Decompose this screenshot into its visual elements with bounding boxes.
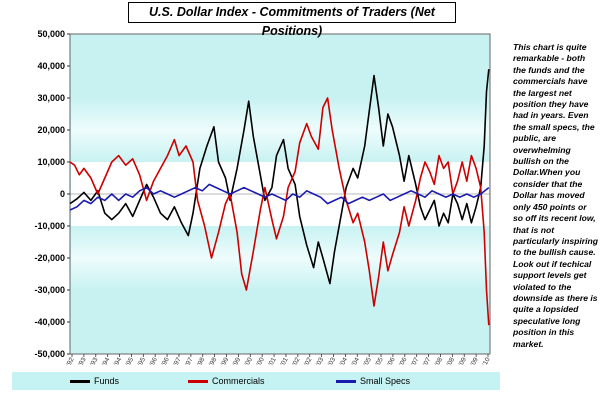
y-tick-label: -10,000 [34,221,65,231]
x-tick-label: '06 [386,356,396,367]
series-layer [69,69,490,326]
series-line-small-specs [69,183,490,211]
x-tick-label: '93 [89,356,99,367]
y-tick-label: 40,000 [37,61,65,71]
x-tick-label: '07 [422,356,432,367]
legend-label-funds: Funds [94,376,120,386]
x-axis: '92'93'93'94'94'95'95'96'96'97'97'98'98 '… [65,354,492,367]
x-tick-label: '05 [363,356,373,367]
x-tick-label: '04 [339,356,349,367]
y-tick-label: -40,000 [34,317,65,327]
x-tick-label: '02 [291,356,301,367]
x-tick-label: '97 [184,356,194,367]
x-tick-label: '03 [327,356,337,367]
x-tick-label: '96 [161,356,171,367]
x-tick-label: '01 [267,356,277,367]
x-tick-label: '95 [137,356,147,367]
legend-label-commercials: Commercials [212,376,265,386]
legend-label-small-specs: Small Specs [360,376,411,386]
x-tick-label: '08 [446,356,456,367]
chart-title: U.S. Dollar Index - Commitments of Trade… [128,2,456,38]
x-tick-label: '09 [458,356,468,367]
x-tick-label: '94 [101,356,111,367]
y-tick-label: -30,000 [34,285,65,295]
commentary-text: This chart is quite remarkable - both th… [513,42,599,349]
x-tick-label: '99 [232,356,242,367]
plot-band-lower [71,226,489,290]
x-tick-label: '92 [65,356,75,367]
legend: Funds Commercials Small Specs [12,372,500,390]
x-tick-label: '02 [303,356,313,367]
legend-swatch-commercials [188,380,208,383]
x-tick-label: '98 [196,356,206,367]
x-tick-label: '10 [481,356,491,367]
x-tick-label: '03 [315,356,325,367]
x-tick-label: '99 [220,356,230,367]
x-tick-label: '98 [208,356,218,367]
y-tick-label: 30,000 [37,93,65,103]
x-tick-label: '00 [256,356,266,367]
y-tick-label: 50,000 [37,29,65,39]
x-tick-label: '07 [410,356,420,367]
y-tick-label: -20,000 [34,253,65,263]
x-tick-label: '08 [434,356,444,367]
legend-swatch-funds [70,380,90,383]
x-tick-label: '06 [398,356,408,367]
series-line-funds [69,69,490,285]
legend-swatch-small-specs [336,380,356,383]
x-tick-label: '95 [125,356,135,367]
y-tick-label: 0 [60,189,65,199]
x-tick-label: '09 [470,356,480,367]
x-tick-label: '93 [77,356,87,367]
x-tick-label: '96 [149,356,159,367]
x-tick-label: '05 [374,356,384,367]
y-tick-label: 10,000 [37,157,65,167]
x-tick-label: '94 [113,356,123,367]
y-tick-label: 20,000 [37,125,65,135]
x-tick-label: '04 [351,356,361,367]
y-tick-label: -50,000 [34,349,65,359]
x-tick-label: '97 [172,356,182,367]
x-tick-label: '00 [244,356,254,367]
plot-band-upper [71,98,489,162]
x-tick-label: '01 [279,356,289,367]
